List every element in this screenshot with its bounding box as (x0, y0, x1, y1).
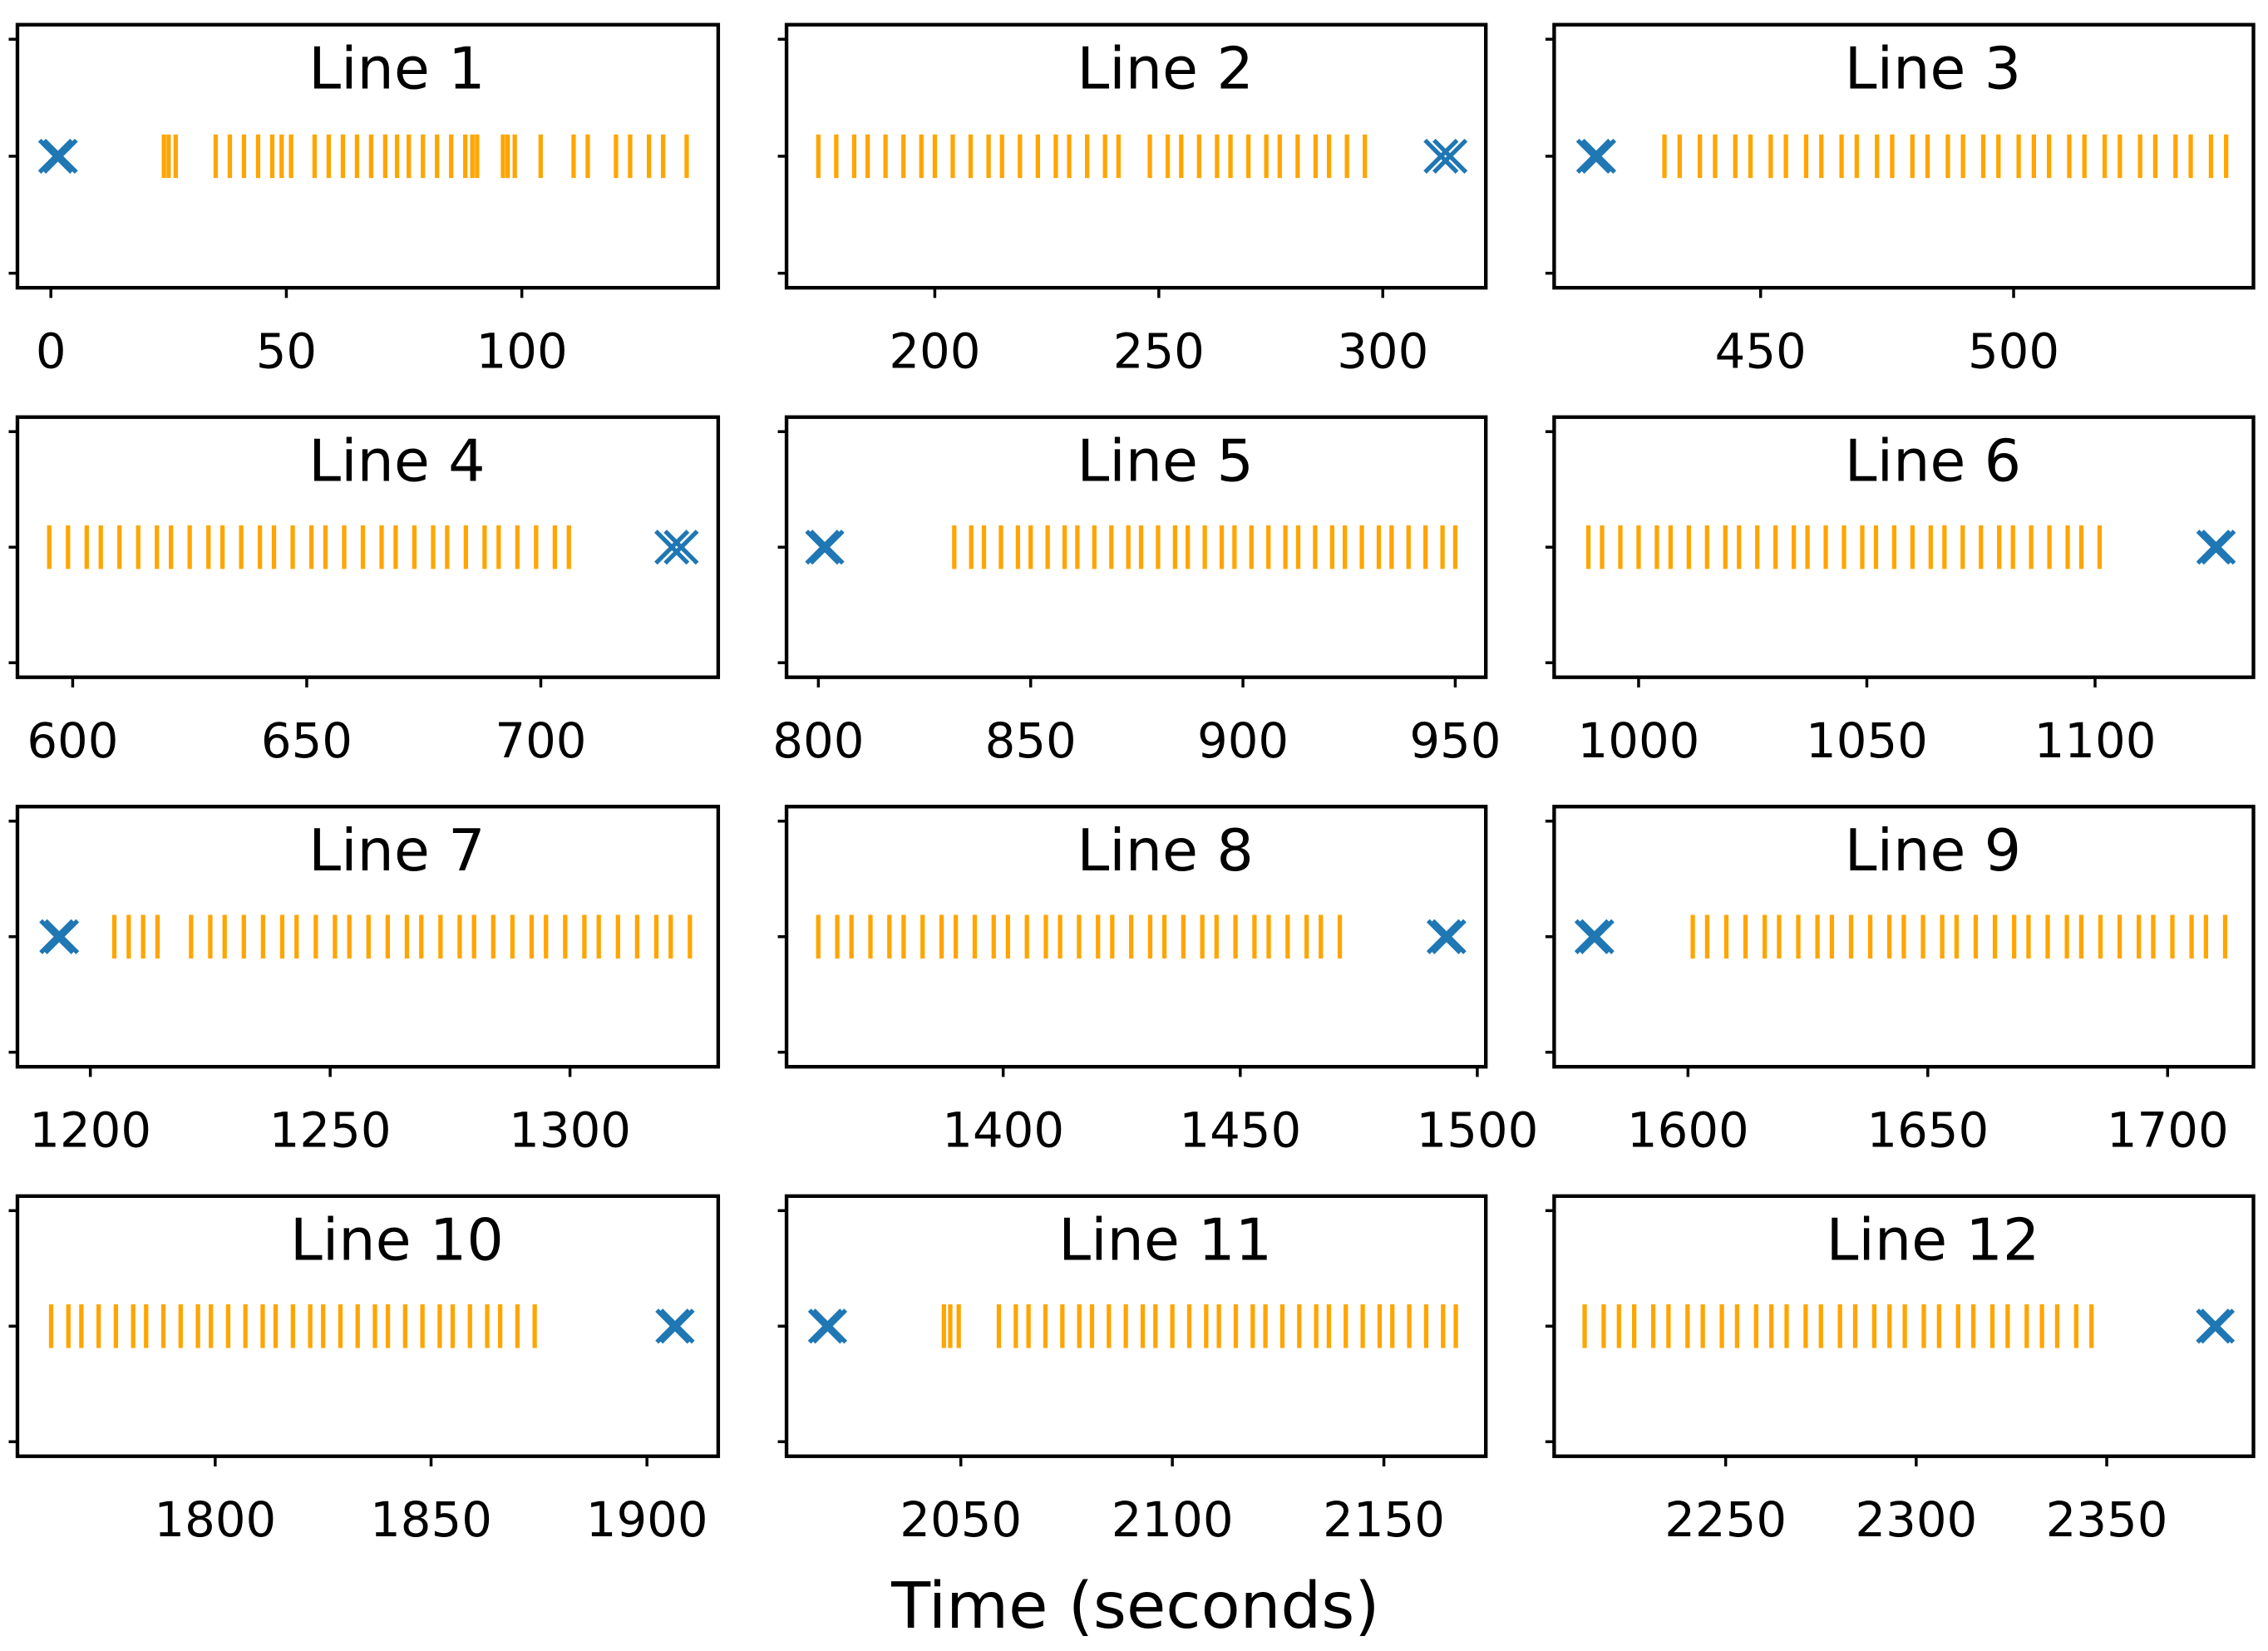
x-marker (807, 1308, 843, 1344)
x-marker (1579, 919, 1615, 954)
axes-frame (784, 1194, 1488, 1458)
x-marker (805, 530, 841, 565)
subplot: 1200 1250 1300 Line 7 (8, 805, 721, 1158)
x-marker (42, 138, 78, 175)
x-marker (37, 138, 73, 175)
axes-frame (1552, 415, 2256, 679)
x-axis-label: Time (seconds) (890, 1570, 1379, 1644)
axes-frame (784, 415, 1488, 679)
x-marker (43, 919, 80, 954)
subplot: 1400 1450 1500 Line 8 (777, 805, 1539, 1158)
x-tick-label: 1000 (1578, 712, 1700, 769)
x-marker (1423, 138, 1459, 175)
subplot: 2250 2300 2350 Line 12 (1545, 1194, 2256, 1548)
subplot-title: Line 12 (1826, 1207, 2039, 1274)
x-tick-label: 1850 (370, 1491, 492, 1548)
subplot: 1000 1050 1100 Line 6 (1545, 415, 2256, 769)
x-tick-label: 600 (27, 712, 118, 769)
subplot-title: Line 4 (308, 428, 485, 495)
axes-frame (15, 415, 721, 679)
x-tick-label: 1050 (1806, 712, 1928, 769)
x-tick-label: 1500 (1417, 1101, 1539, 1158)
x-marker (1575, 138, 1611, 175)
x-tick-label: 300 (1337, 323, 1428, 379)
x-tick-label: 2050 (900, 1491, 1022, 1548)
subplot-title: Line 2 (1077, 36, 1253, 103)
x-marker (2196, 530, 2231, 565)
x-tick-label: 950 (1409, 712, 1501, 769)
x-marker (659, 1308, 695, 1344)
subplot-title: Line 11 (1058, 1207, 1272, 1274)
subplot-title: Line 9 (1845, 817, 2021, 885)
x-marker (809, 530, 845, 565)
x-tick-label: 1800 (154, 1491, 276, 1548)
x-tick-label: 450 (1715, 323, 1807, 379)
subplot-title: Line 1 (308, 36, 485, 103)
x-tick-label: 1600 (1627, 1101, 1749, 1158)
x-tick-label: 900 (1197, 712, 1289, 769)
x-tick-label: 1200 (29, 1101, 151, 1158)
axes-frame (15, 805, 721, 1069)
x-tick-label: 850 (985, 712, 1077, 769)
axes-frame (1552, 22, 2256, 290)
x-tick-label: 700 (495, 712, 586, 769)
x-marker (1432, 138, 1468, 175)
x-marker (663, 530, 699, 565)
axes-frame (15, 1194, 721, 1458)
axes-frame (1552, 1194, 2256, 1458)
subplot-title: Line 5 (1077, 428, 1253, 495)
x-tick-label: 1650 (1866, 1101, 1989, 1158)
x-tick-label: 250 (1113, 323, 1205, 379)
x-tick-label: 1900 (586, 1491, 708, 1548)
subplot-title: Line 6 (1845, 428, 2021, 495)
subplot-title: Line 8 (1077, 817, 1253, 885)
subplot: 800 850 900 950 Line 5 (772, 415, 1501, 769)
x-marker (1426, 919, 1462, 954)
x-tick-label: 0 (36, 323, 67, 379)
subplot-title: Line 7 (308, 817, 485, 885)
x-tick-label: 1700 (2107, 1101, 2229, 1158)
x-marker (811, 1308, 848, 1344)
subplot: 200 250 300 Line 2 (777, 22, 1488, 379)
x-marker (1574, 919, 1610, 954)
axes-frame (784, 805, 1488, 1069)
x-marker (655, 1308, 691, 1344)
x-tick-label: 50 (256, 323, 317, 379)
subplot: 1800 1850 1900 Line 10 (8, 1194, 721, 1548)
axes-frame (15, 22, 721, 290)
x-tick-label: 2300 (1855, 1491, 1977, 1548)
x-tick-label: 2250 (1664, 1491, 1787, 1548)
x-tick-label: 500 (1968, 323, 2059, 379)
x-tick-label: 1450 (1179, 1101, 1301, 1158)
x-tick-label: 800 (772, 712, 864, 769)
x-tick-label: 2150 (1323, 1491, 1445, 1548)
x-tick-label: 1100 (2034, 712, 2157, 769)
x-marker (2201, 530, 2236, 565)
axes-frame (1552, 805, 2256, 1069)
x-tick-label: 200 (889, 323, 980, 379)
x-marker (1580, 138, 1617, 175)
subplot-title: Line 10 (290, 1207, 504, 1274)
x-tick-label: 1400 (942, 1101, 1064, 1158)
x-tick-label: 1250 (269, 1101, 392, 1158)
subplot: 2050 2100 2150 Line 11 (777, 1194, 1488, 1548)
x-marker (39, 919, 75, 954)
subplot: 1600 1650 1700 Line 9 (1545, 805, 2256, 1158)
subplot-title: Line 3 (1845, 36, 2021, 103)
x-tick-label: 2350 (2046, 1491, 2168, 1548)
x-tick-label: 650 (261, 712, 353, 769)
x-marker (654, 530, 690, 565)
x-tick-label: 2100 (1112, 1491, 1234, 1548)
subplot: 600 650 700 Line 4 (8, 415, 721, 769)
axes-frame (784, 22, 1488, 290)
x-marker (1431, 919, 1467, 954)
x-marker (2199, 1308, 2236, 1344)
subplot: 450 500 Line 3 (1545, 22, 2256, 379)
x-marker (2196, 1308, 2231, 1344)
x-tick-label: 1300 (509, 1101, 631, 1158)
subplot: 0 50 100 Line 1 (8, 22, 721, 379)
x-tick-label: 100 (476, 323, 568, 379)
